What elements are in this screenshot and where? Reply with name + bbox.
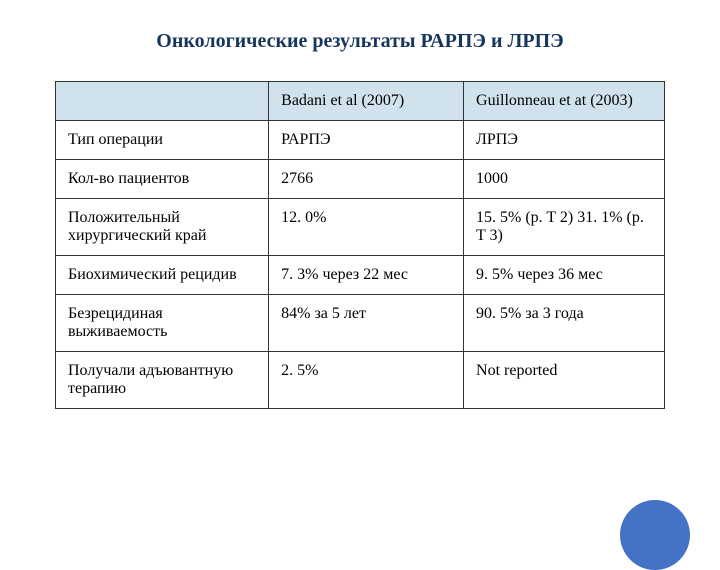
slide-title: Онкологические результаты РАРПЭ и ЛРПЭ <box>55 30 665 53</box>
cell-label: Положительный хирургический край <box>56 199 269 256</box>
cell-value: 2766 <box>269 160 464 199</box>
header-cell-guillonneau: Guillonneau et at (2003) <box>464 82 665 121</box>
header-cell-empty <box>56 82 269 121</box>
cell-label: Кол-во пациентов <box>56 160 269 199</box>
table-row: Биохимический рецидив 7. 3% через 22 мес… <box>56 256 665 295</box>
table-row: Положительный хирургический край 12. 0% … <box>56 199 665 256</box>
cell-value: ЛРПЭ <box>464 121 665 160</box>
cell-value: 7. 3% через 22 мес <box>269 256 464 295</box>
table-row: Безрецидиная выживаемость 84% за 5 лет 9… <box>56 295 665 352</box>
table-header-row: Badani et al (2007) Guillonneau et at (2… <box>56 82 665 121</box>
cell-value: 12. 0% <box>269 199 464 256</box>
cell-value: РАРПЭ <box>269 121 464 160</box>
cell-value: 90. 5% за 3 года <box>464 295 665 352</box>
cell-value: 84% за 5 лет <box>269 295 464 352</box>
cell-value: Not reported <box>464 352 665 409</box>
results-table: Badani et al (2007) Guillonneau et at (2… <box>55 81 665 409</box>
cell-label: Безрецидиная выживаемость <box>56 295 269 352</box>
slide-container: Онкологические результаты РАРПЭ и ЛРПЭ B… <box>0 0 720 540</box>
cell-value: 9. 5% через 36 мес <box>464 256 665 295</box>
cell-value: 2. 5% <box>269 352 464 409</box>
table-row: Тип операции РАРПЭ ЛРПЭ <box>56 121 665 160</box>
cell-label: Тип операции <box>56 121 269 160</box>
table-row: Кол-во пациентов 2766 1000 <box>56 160 665 199</box>
table-row: Получали адъювантную терапию 2. 5% Not r… <box>56 352 665 409</box>
cell-label: Биохимический рецидив <box>56 256 269 295</box>
cell-value: 1000 <box>464 160 665 199</box>
header-cell-badani: Badani et al (2007) <box>269 82 464 121</box>
decorative-circle <box>620 500 690 570</box>
cell-value: 15. 5% (p. T 2) 31. 1% (p. T 3) <box>464 199 665 256</box>
cell-label: Получали адъювантную терапию <box>56 352 269 409</box>
